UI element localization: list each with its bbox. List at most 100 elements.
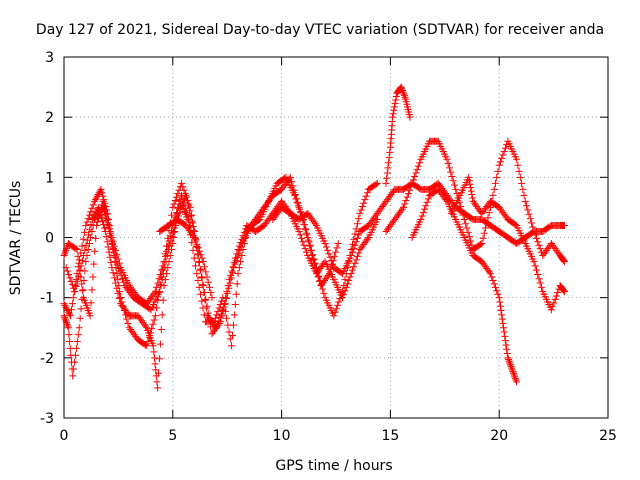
data-point-marker (225, 276, 233, 284)
data-point-marker (149, 342, 157, 350)
data-point-marker (356, 209, 364, 217)
data-point-marker (373, 179, 381, 187)
data-point-marker (342, 283, 350, 291)
data-point-marker (155, 289, 163, 297)
data-point-marker (86, 312, 94, 320)
data-point-marker (60, 312, 68, 320)
data-point-marker (355, 231, 363, 239)
x-tick-label: 25 (599, 428, 617, 444)
data-point-marker (195, 283, 203, 291)
data-point-marker (158, 276, 166, 284)
data-point-marker (500, 148, 508, 156)
data-point-marker (68, 300, 76, 308)
data-point-marker (392, 96, 400, 104)
data-point-marker (229, 321, 237, 329)
data-point-marker (501, 337, 509, 345)
data-point-marker (406, 186, 414, 194)
data-point-marker (295, 227, 303, 235)
data-point-marker (89, 221, 97, 229)
data-point-marker (80, 276, 88, 284)
data-point-marker (153, 378, 161, 386)
data-point-marker (399, 203, 407, 211)
data-point-marker (524, 206, 532, 214)
data-point-marker (467, 237, 475, 245)
data-point-marker (155, 355, 163, 363)
data-point-marker (294, 199, 302, 207)
data-point-marker (530, 227, 538, 235)
data-point-marker (468, 191, 476, 199)
data-point-marker (204, 278, 212, 286)
data-point-marker (398, 85, 406, 93)
data-point-marker (179, 183, 187, 191)
data-point-marker (510, 371, 518, 379)
series-sat-f (269, 179, 568, 278)
data-point-marker (116, 268, 124, 276)
data-point-marker (77, 273, 85, 281)
data-point-marker (113, 270, 121, 278)
data-point-marker (168, 211, 176, 219)
data-point-marker (229, 263, 237, 271)
data-point-marker (389, 113, 397, 121)
data-point-marker (65, 331, 73, 339)
data-point-marker (77, 305, 85, 313)
data-point-marker (82, 258, 90, 266)
data-point-marker (189, 246, 197, 254)
data-point-marker (521, 197, 529, 205)
data-point-marker (61, 250, 69, 258)
data-point-marker (355, 249, 363, 257)
data-point-marker (296, 208, 304, 216)
data-point-marker (68, 281, 76, 289)
data-point-marker (100, 196, 108, 204)
data-point-marker (300, 241, 308, 249)
data-point-marker (76, 314, 84, 322)
data-point-marker (389, 110, 397, 118)
data-point-marker (234, 270, 242, 278)
data-point-marker (82, 241, 90, 249)
data-point-marker (536, 245, 544, 253)
data-point-marker (502, 341, 510, 349)
data-point-marker (62, 246, 70, 254)
data-point-marker (107, 258, 115, 266)
data-point-marker (309, 251, 317, 259)
data-point-marker (362, 192, 370, 200)
data-point-marker (192, 237, 200, 245)
data-point-marker (466, 180, 474, 188)
data-point-marker (60, 252, 68, 260)
data-point-marker (108, 234, 116, 241)
data-point-marker (363, 189, 371, 197)
data-point-marker (397, 83, 405, 91)
data-point-marker (455, 198, 463, 206)
data-point-marker (302, 229, 310, 237)
data-point-marker (448, 172, 456, 180)
data-point-marker (104, 221, 112, 229)
data-point-marker (202, 295, 210, 303)
data-point-marker (423, 198, 431, 206)
data-point-marker (504, 354, 512, 362)
data-point-marker (296, 231, 304, 239)
data-point-marker (150, 348, 158, 356)
data-point-marker (74, 252, 82, 260)
data-point-marker (549, 302, 557, 310)
data-point-marker (234, 246, 242, 254)
data-point-marker (189, 232, 197, 240)
data-point-marker (506, 359, 514, 367)
data-point-marker (213, 311, 221, 319)
data-point-marker (180, 186, 188, 194)
data-point-marker (347, 252, 355, 260)
data-point-marker (442, 196, 450, 204)
data-point-marker (110, 242, 118, 250)
data-point-marker (340, 290, 348, 298)
data-point-marker (411, 172, 419, 180)
data-point-marker (299, 238, 307, 246)
data-point-marker (155, 369, 163, 377)
y-tick-label: 2 (45, 110, 54, 126)
data-point-marker (84, 215, 92, 223)
data-point-marker (62, 317, 70, 325)
data-point-marker (332, 305, 340, 313)
data-point-marker (499, 151, 507, 159)
data-point-marker (228, 331, 236, 339)
data-point-marker (196, 290, 204, 298)
data-point-marker (72, 344, 80, 352)
data-point-marker (185, 217, 193, 225)
data-point-marker (534, 270, 542, 278)
